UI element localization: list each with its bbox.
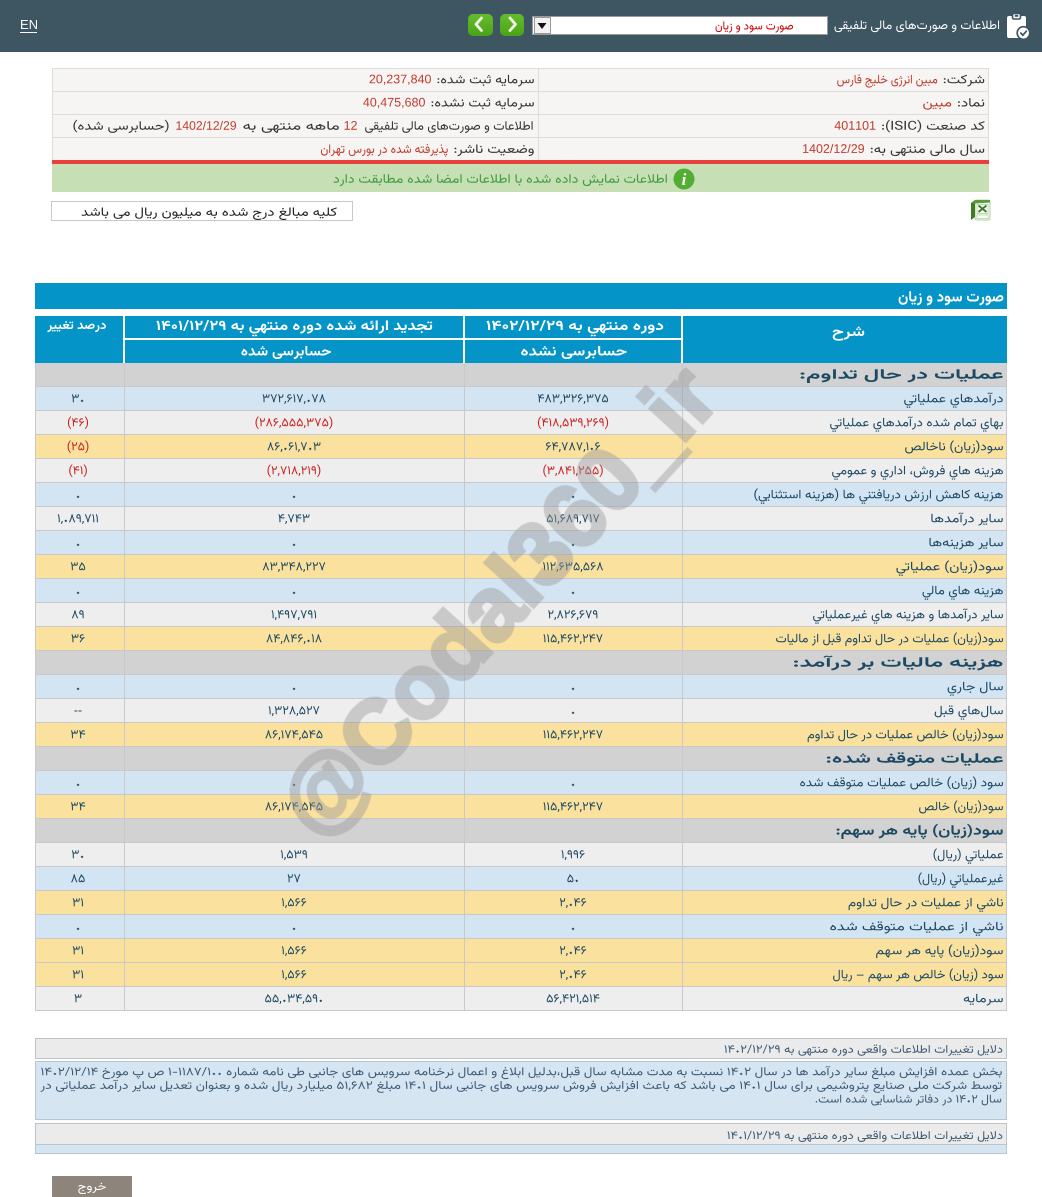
svg-text:i: i [682, 170, 687, 189]
